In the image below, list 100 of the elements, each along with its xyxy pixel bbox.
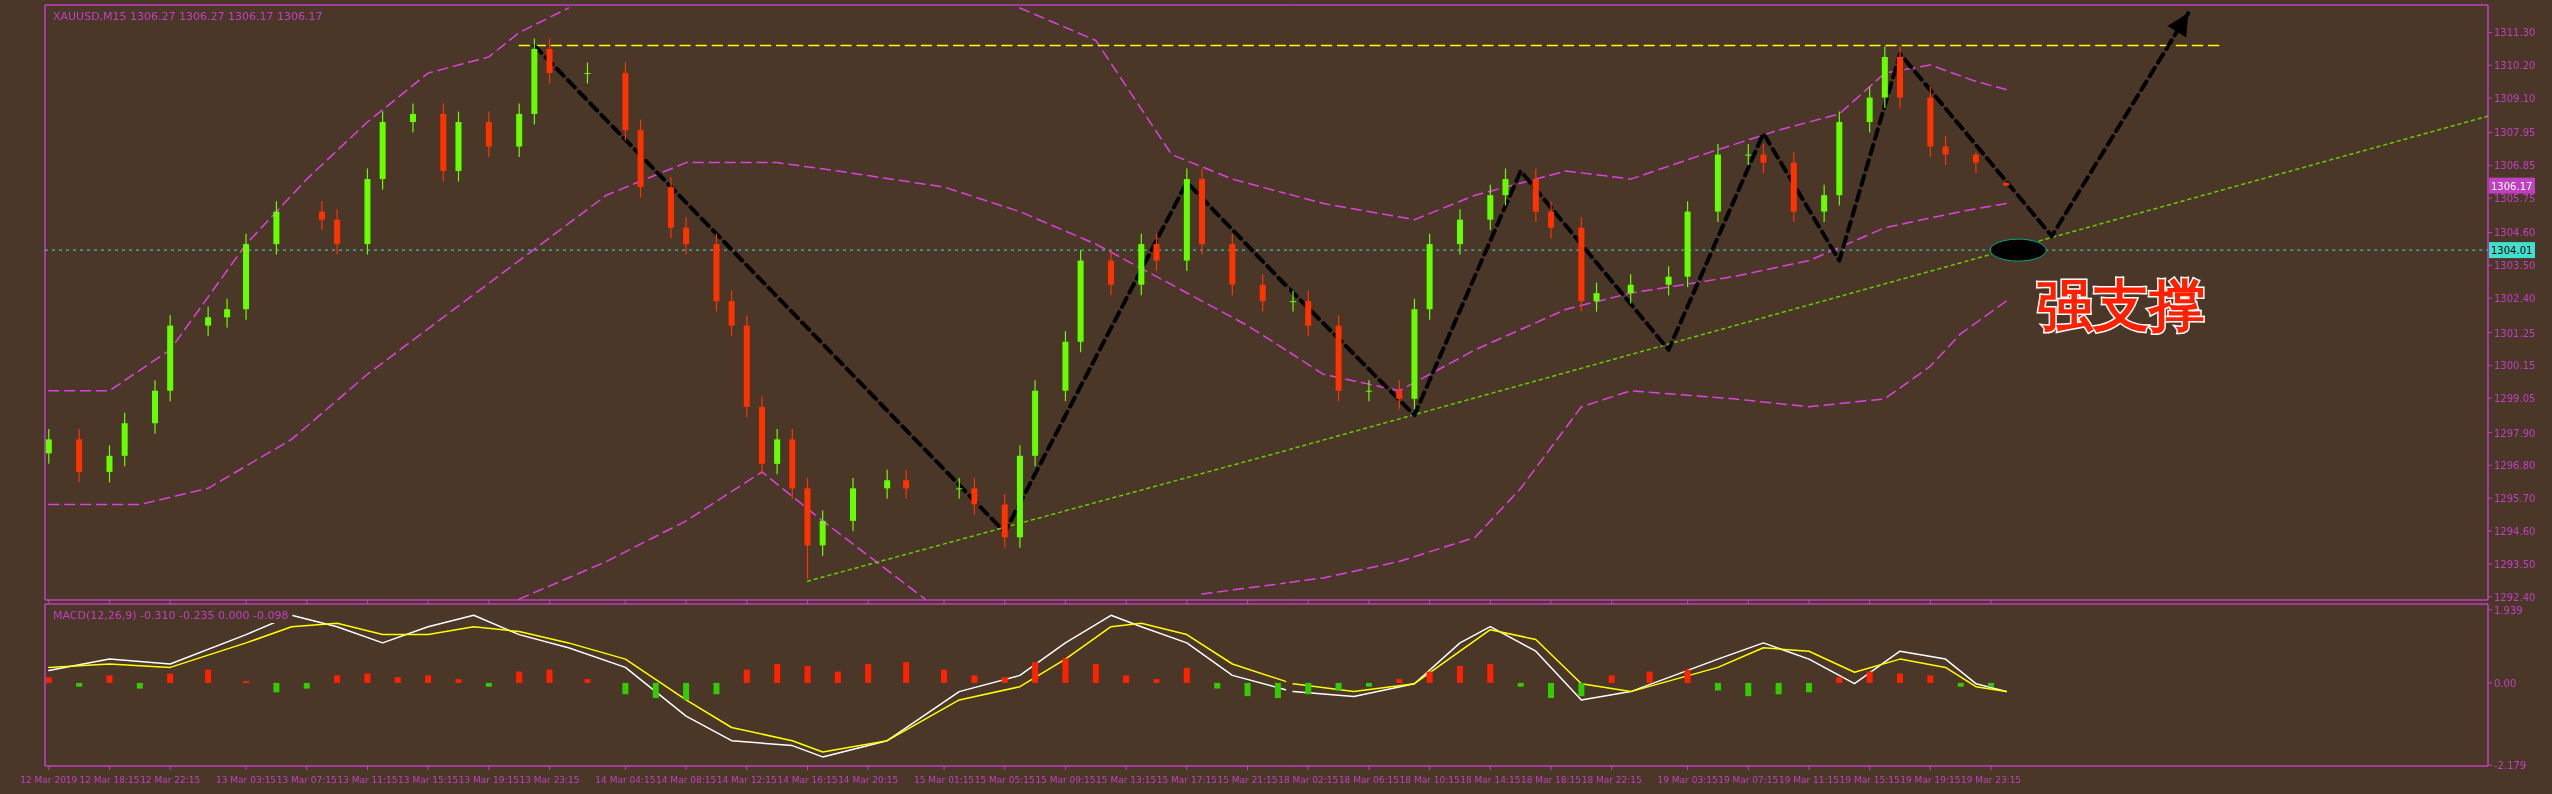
bar (167, 673, 174, 683)
x-tick-label: 15 Mar 09:15 (1035, 775, 1096, 785)
bar (546, 669, 553, 683)
y-tick-label: 1299.05 (2494, 393, 2536, 405)
bar (1684, 669, 1691, 683)
x-tick-label: 13 Mar 03:15 (216, 775, 277, 785)
bar (1244, 682, 1251, 697)
bar (334, 675, 341, 683)
x-tick-label: 19 Mar 15:15 (1839, 775, 1900, 785)
bar (364, 673, 371, 683)
bar (136, 682, 143, 689)
bar (941, 669, 948, 683)
bar (1305, 682, 1312, 695)
bar (1335, 682, 1342, 691)
bar (903, 662, 910, 683)
x-tick-label: 13 Mar 19:15 (458, 775, 519, 785)
y-tick-label: 1300.15 (2494, 360, 2536, 372)
bar (106, 675, 113, 683)
x-tick-label: 18 Mar 18:15 (1520, 775, 1582, 785)
bar (1714, 682, 1721, 691)
bar (683, 682, 690, 700)
y-tick-label: 1311.30 (2494, 27, 2536, 39)
x-tick-label: 15 Mar 05:15 (974, 775, 1035, 785)
bar (1775, 682, 1782, 695)
y-tick-label: 1297.90 (2494, 427, 2536, 439)
bar (1426, 671, 1433, 683)
bar (205, 669, 212, 683)
bar (425, 675, 432, 683)
candlestick (1290, 290, 1297, 313)
candlestick (45, 428, 52, 465)
bar (1988, 682, 1995, 687)
candlestick (318, 200, 325, 231)
candlestick (1259, 273, 1266, 313)
bar (394, 677, 401, 683)
bar (45, 677, 52, 683)
x-tick-label: 15 Mar 01:15 (914, 775, 975, 785)
candlestick (1665, 265, 1672, 296)
bar (1836, 677, 1843, 683)
bar (1062, 658, 1069, 683)
x-tick-label: 18 Mar 22:15 (1581, 775, 1642, 785)
y-tick-label: -2.179 (2494, 760, 2527, 772)
bar (516, 671, 523, 683)
bar (1745, 682, 1752, 697)
candlestick (224, 298, 231, 329)
bar (1123, 675, 1130, 683)
y-tick-label: 1293.50 (2494, 558, 2536, 570)
candlestick (971, 477, 978, 516)
candlestick (1627, 273, 1634, 305)
x-tick-label: 19 Mar 03:15 (1657, 775, 1718, 785)
text: XAUUSD,M15 1306.27 1306.27 1306.17 1306.17 (53, 10, 323, 23)
bar (652, 682, 659, 699)
candlestick (884, 469, 891, 500)
x-tick-label: 19 Mar 19:15 (1900, 775, 1961, 785)
x-tick-label: 13 Mar 07:15 (276, 775, 337, 785)
bar (1456, 665, 1463, 683)
bar (485, 682, 492, 687)
x-tick-label: 19 Mar 07:15 (1718, 775, 1779, 785)
bar (1517, 682, 1524, 687)
bar (1805, 682, 1812, 693)
candlestick (1153, 233, 1160, 272)
candlestick (1972, 151, 1979, 174)
y-tick-label: 1295.70 (2494, 493, 2536, 505)
bar (804, 665, 811, 683)
bar (1548, 682, 1555, 699)
text: MACD(12,26,9) -0.310 -0.235 0.000 -0.098 (53, 609, 289, 622)
bar (1001, 677, 1008, 683)
candlestick (1396, 379, 1403, 410)
bar (584, 679, 591, 683)
x-tick-label: 13 Mar 15:15 (398, 775, 459, 785)
x-tick-label: 15 Mar 21:15 (1217, 775, 1278, 785)
candlestick (1502, 168, 1509, 207)
x-tick-label: 12 Mar 22:15 (140, 775, 201, 785)
bar (622, 682, 629, 695)
candlestick (1821, 184, 1828, 223)
bar (1092, 664, 1099, 683)
bar (1927, 675, 1934, 683)
bar (1274, 682, 1281, 699)
y-tick-label: 1294.60 (2494, 526, 2536, 538)
x-tick-label: 15 Mar 13:15 (1096, 775, 1157, 785)
candlestick (106, 444, 113, 483)
y-tick-label: 1292.40 (2494, 591, 2536, 603)
x-tick-label: 13 Mar 23:15 (519, 775, 580, 785)
y-tick-label: 1303.50 (2494, 260, 2536, 272)
x-tick-label: 18 Mar 06:15 (1338, 775, 1399, 785)
bar (455, 679, 462, 683)
candlestick (956, 477, 963, 500)
bar (834, 671, 841, 683)
x-tick-label: 18 Mar 02:15 (1278, 775, 1339, 785)
bar (76, 682, 83, 687)
bar (713, 682, 720, 695)
bar (1866, 671, 1873, 683)
x-tick-label: 14 Mar 20:15 (838, 775, 899, 785)
bar (273, 682, 280, 693)
y-tick-label: 1296.80 (2494, 460, 2536, 472)
text: 1306.17 (2491, 180, 2533, 192)
candlestick (1593, 282, 1600, 313)
candlestick (1745, 143, 1752, 166)
x-tick-label: 13 Mar 11:15 (337, 775, 398, 785)
y-tick-label: 1306.85 (2494, 160, 2536, 172)
x-tick-label: 12 Mar 18:15 (79, 775, 140, 785)
